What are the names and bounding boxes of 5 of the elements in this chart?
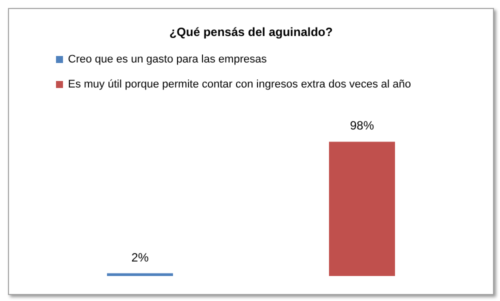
chart-title: ¿Qué pensás del aguinaldo? — [169, 25, 333, 39]
data-label: 2% — [131, 250, 149, 264]
legend-label: Creo que es un gasto para las empresas — [68, 54, 268, 66]
legend-label: Es muy útil porque permite contar con ingresos extra dos veces al año — [68, 78, 412, 90]
data-label: 98% — [350, 118, 374, 133]
